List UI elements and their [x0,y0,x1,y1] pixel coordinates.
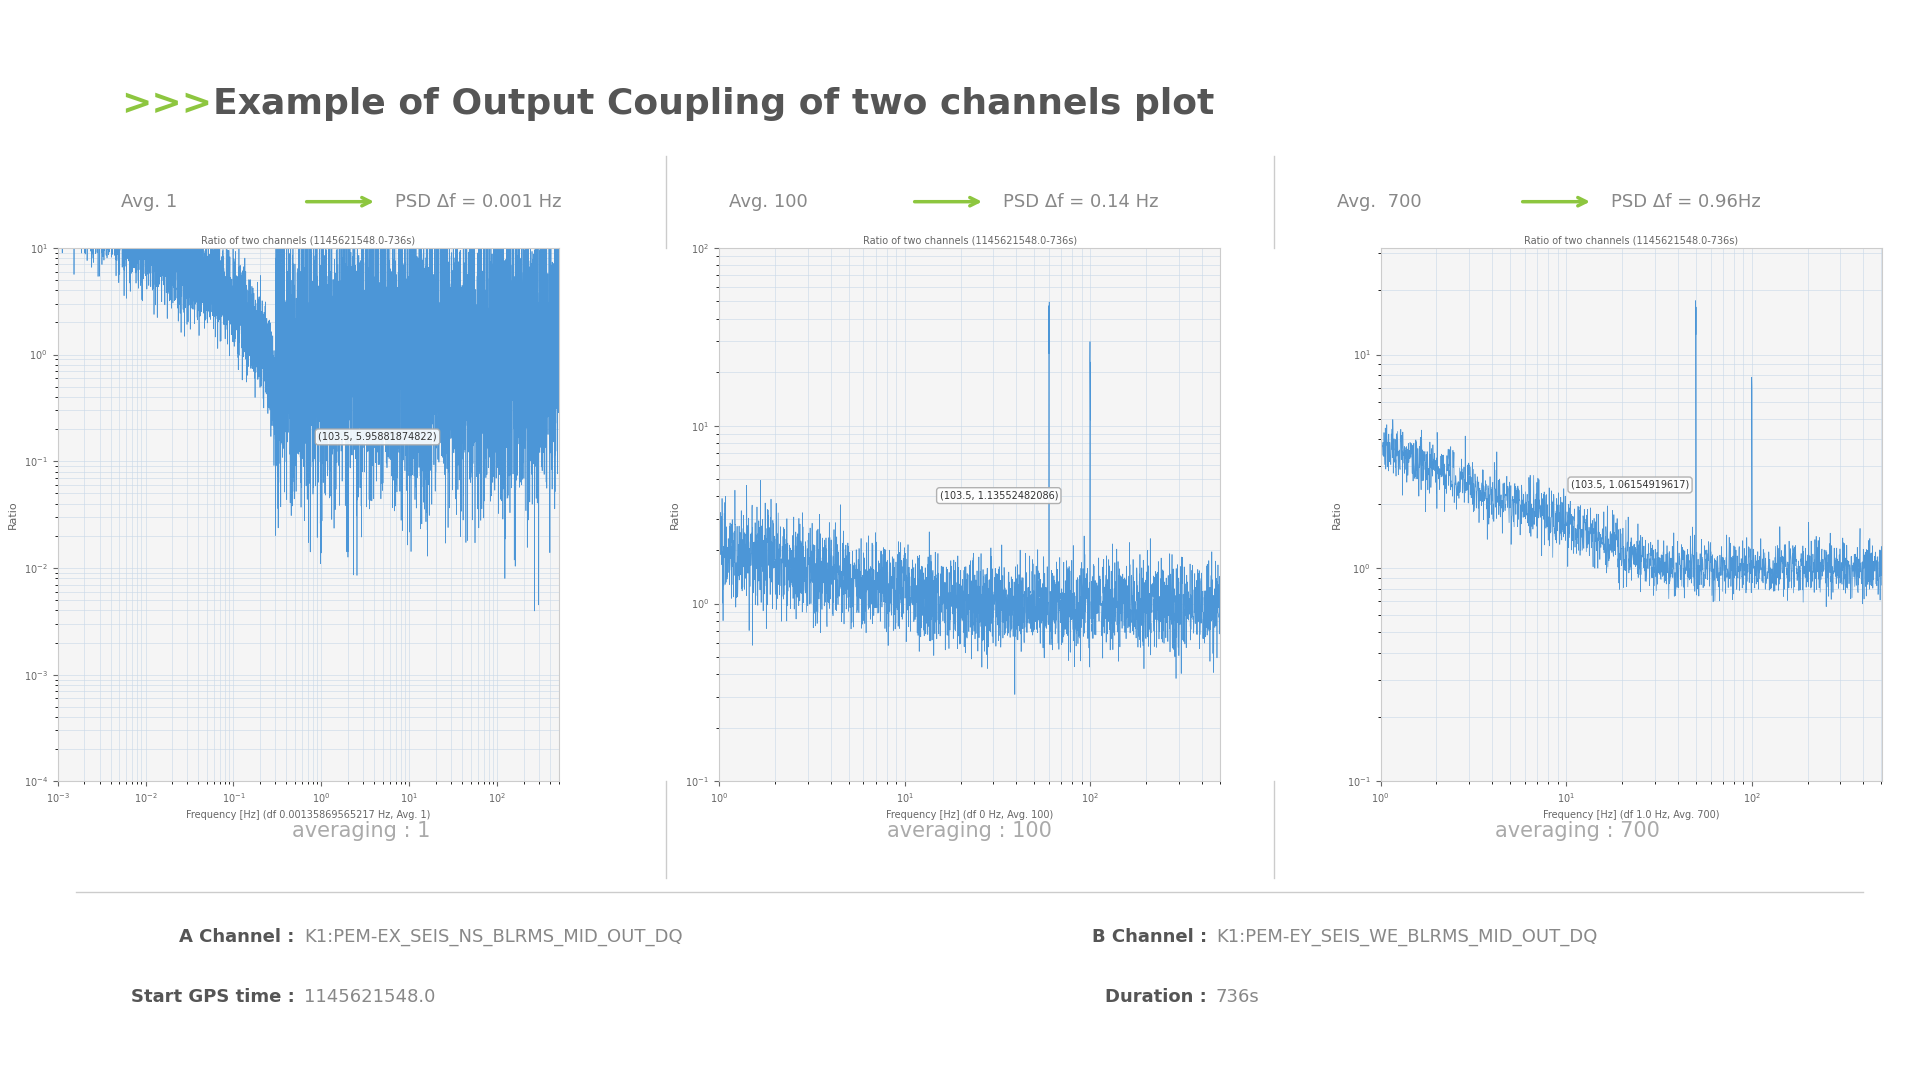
Y-axis label: Ratio: Ratio [1331,500,1342,529]
Text: PSD Δf = 0.001 Hz: PSD Δf = 0.001 Hz [396,192,561,211]
Text: B Channel :: B Channel : [1092,928,1208,945]
Text: 736s: 736s [1215,988,1260,1007]
X-axis label: Frequency [Hz] (df 0.00135869565217 Hz, Avg. 1): Frequency [Hz] (df 0.00135869565217 Hz, … [186,810,430,821]
X-axis label: Frequency [Hz] (df 1.0 Hz, Avg. 700): Frequency [Hz] (df 1.0 Hz, Avg. 700) [1544,810,1718,821]
Text: K1:PEM-EY_SEIS_WE_BLRMS_MID_OUT_DQ: K1:PEM-EY_SEIS_WE_BLRMS_MID_OUT_DQ [1215,928,1597,945]
Text: Duration :: Duration : [1106,988,1208,1007]
Text: Start GPS time :: Start GPS time : [131,988,296,1007]
Y-axis label: Ratio: Ratio [8,500,17,529]
Text: averaging : 1: averaging : 1 [292,821,430,841]
Text: averaging : 100: averaging : 100 [887,821,1052,841]
Text: Avg. 100: Avg. 100 [730,192,808,211]
Text: Avg.  700: Avg. 700 [1338,192,1423,211]
Text: (103.5, 1.06154919617): (103.5, 1.06154919617) [1571,480,1690,490]
Text: (103.5, 5.95881874822): (103.5, 5.95881874822) [319,432,436,442]
Text: PSD Δf = 0.96Hz: PSD Δf = 0.96Hz [1611,192,1761,211]
Text: Avg. 1: Avg. 1 [121,192,179,211]
Text: PSD Δf = 0.14 Hz: PSD Δf = 0.14 Hz [1002,192,1158,211]
Title: Ratio of two channels (1145621548.0-736s): Ratio of two channels (1145621548.0-736s… [202,235,415,245]
Text: averaging : 700: averaging : 700 [1496,821,1661,841]
Y-axis label: Ratio: Ratio [670,500,680,529]
Text: (103.5, 1.13552482086): (103.5, 1.13552482086) [939,490,1058,501]
Text: Example of Output Coupling of two channels plot: Example of Output Coupling of two channe… [213,86,1213,121]
Title: Ratio of two channels (1145621548.0-736s): Ratio of two channels (1145621548.0-736s… [862,235,1077,245]
Text: >>>: >>> [121,86,213,121]
Text: 1145621548.0: 1145621548.0 [303,988,436,1007]
Title: Ratio of two channels (1145621548.0-736s): Ratio of two channels (1145621548.0-736s… [1524,235,1738,245]
X-axis label: Frequency [Hz] (df 0 Hz, Avg. 100): Frequency [Hz] (df 0 Hz, Avg. 100) [885,810,1054,821]
Text: K1:PEM-EX_SEIS_NS_BLRMS_MID_OUT_DQ: K1:PEM-EX_SEIS_NS_BLRMS_MID_OUT_DQ [303,928,682,945]
Text: A Channel :: A Channel : [179,928,296,945]
